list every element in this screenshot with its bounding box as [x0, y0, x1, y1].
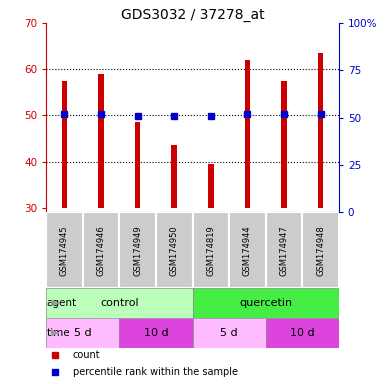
Bar	[229, 212, 266, 288]
Text: count: count	[72, 350, 100, 360]
Text: 5 d: 5 d	[220, 328, 238, 338]
Bar	[171, 146, 177, 208]
Bar	[266, 318, 339, 348]
Text: GSM174944: GSM174944	[243, 225, 252, 276]
Bar	[98, 74, 104, 208]
Text: GSM174948: GSM174948	[316, 225, 325, 276]
Bar	[46, 318, 119, 348]
Text: GSM174819: GSM174819	[206, 225, 215, 276]
Bar	[281, 81, 287, 208]
Bar	[192, 318, 266, 348]
Bar	[119, 318, 192, 348]
Bar	[208, 164, 214, 208]
Text: 10 d: 10 d	[290, 328, 315, 338]
Title: GDS3032 / 37278_at: GDS3032 / 37278_at	[121, 8, 264, 22]
Bar	[266, 212, 302, 288]
Bar	[192, 212, 229, 288]
Text: percentile rank within the sample: percentile rank within the sample	[72, 367, 238, 377]
Text: GSM174949: GSM174949	[133, 225, 142, 276]
Bar	[62, 81, 67, 208]
Bar	[156, 212, 192, 288]
Bar	[135, 122, 141, 208]
Bar	[83, 212, 119, 288]
Bar	[318, 53, 323, 208]
Text: 5 d: 5 d	[74, 328, 92, 338]
Bar	[46, 212, 83, 288]
Text: agent: agent	[46, 298, 76, 308]
Bar	[302, 212, 339, 288]
Text: GSM174945: GSM174945	[60, 225, 69, 276]
Text: GSM174950: GSM174950	[170, 225, 179, 276]
Text: control: control	[100, 298, 139, 308]
Bar	[192, 288, 339, 318]
Text: GSM174946: GSM174946	[97, 225, 105, 276]
Text: quercetin: quercetin	[239, 298, 292, 308]
Text: time: time	[46, 328, 70, 338]
Bar	[46, 288, 192, 318]
Bar	[119, 212, 156, 288]
Bar	[244, 60, 250, 208]
Text: 10 d: 10 d	[144, 328, 168, 338]
Text: GSM174947: GSM174947	[280, 225, 288, 276]
